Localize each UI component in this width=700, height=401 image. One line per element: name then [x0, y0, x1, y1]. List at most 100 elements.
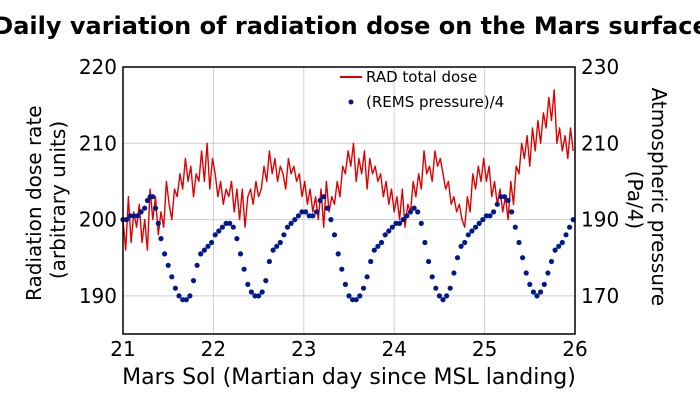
data-point-rems-pressure: [407, 209, 414, 215]
y-axis-label-line-1: Radiation dose rate: [22, 105, 46, 301]
data-point-rems-pressure: [404, 213, 410, 219]
data-point-rems-pressure: [541, 281, 547, 287]
data-point-rems-pressure: [295, 213, 301, 219]
data-point-rems-pressure: [248, 289, 254, 295]
data-point-rems-pressure: [389, 224, 395, 230]
data-point-rems-pressure: [556, 243, 562, 249]
data-point-rems-pressure: [292, 217, 298, 223]
data-point-rems-pressure: [491, 209, 497, 215]
y2-tick-label: 190: [581, 208, 619, 232]
data-point-rems-pressure: [436, 293, 442, 299]
data-point-rems-pressure: [138, 209, 144, 215]
data-point-rems-pressure: [313, 209, 320, 215]
plot-frame: [122, 66, 576, 335]
data-point-rems-pressure: [131, 213, 137, 219]
data-point-rems-pressure: [483, 213, 489, 219]
data-point-rems-pressure: [393, 220, 399, 226]
y2-tick-label: 230: [581, 55, 619, 79]
data-point-rems-pressure: [530, 289, 537, 295]
y-axis-label-line-2: (arbitrary units): [46, 121, 70, 279]
data-point-rems-pressure: [321, 194, 327, 200]
data-point-rems-pressure: [180, 297, 186, 303]
data-point-rems-pressure: [172, 285, 178, 291]
data-point-rems-pressure: [426, 258, 432, 265]
series-rad-total-dose: [122, 89, 574, 251]
data-point-rems-pressure: [375, 243, 381, 249]
data-point-rems-pressure: [360, 285, 367, 291]
data-point-rems-pressure: [176, 293, 182, 299]
x-tick-label: 23: [291, 337, 316, 361]
data-point-rems-pressure: [465, 232, 471, 238]
data-point-rems-pressure: [429, 274, 435, 280]
x-tick-label: 22: [201, 337, 226, 361]
data-point-rems-pressure: [527, 281, 533, 287]
x-axis-label: Mars Sol (Martian day since MSL landing): [122, 365, 576, 390]
data-point-rems-pressure: [303, 209, 309, 215]
data-point-rems-pressure: [155, 220, 161, 226]
data-point-rems-pressure: [382, 232, 388, 238]
data-point-rems-pressure: [563, 232, 569, 238]
data-point-rems-pressure: [378, 239, 385, 246]
data-point-rems-pressure: [548, 258, 555, 265]
y-axis-label: Radiation dose rate (arbitrary units): [22, 99, 70, 301]
legend-swatch-rems-pressure: [348, 99, 354, 105]
data-point-rems-pressure: [454, 255, 461, 261]
data-point-rems-pressure: [187, 293, 193, 299]
data-point-rems-pressure: [266, 258, 272, 265]
data-point-rems-pressure: [144, 197, 150, 204]
data-point-rems-pressure: [505, 197, 511, 204]
data-point-rems-pressure: [538, 289, 544, 295]
data-point-rems-pressure: [487, 213, 493, 219]
x-tick-label: 26: [562, 337, 587, 361]
data-point-rems-pressure: [545, 270, 551, 276]
data-point-rems-pressure: [534, 293, 540, 299]
data-point-rems-pressure: [342, 281, 348, 287]
right-axis-ticks: 170 190 210 230: [581, 55, 619, 308]
data-point-rems-pressure: [209, 239, 215, 246]
y2-tick-label: 170: [581, 284, 619, 308]
data-point-rems-pressure: [324, 205, 330, 211]
legend: RAD total dose (REMS pressure)/4: [340, 68, 504, 111]
data-point-rems-pressure: [277, 239, 283, 246]
data-point-rems-pressure: [241, 266, 247, 272]
data-point-rems-pressure: [234, 236, 240, 242]
data-point-rems-pressure: [194, 262, 200, 268]
data-point-rems-pressure: [299, 209, 305, 215]
data-point-rems-pressure: [552, 247, 558, 253]
data-point-rems-pressure: [415, 209, 421, 215]
data-point-rems-pressure: [411, 205, 417, 211]
data-point-rems-pressure: [263, 278, 269, 284]
data-point-rems-pressure: [227, 220, 233, 226]
data-point-rems-pressure: [512, 224, 518, 230]
data-point-rems-pressure: [212, 232, 218, 238]
data-point-rems-pressure: [183, 297, 189, 303]
data-point-rems-pressure: [451, 270, 457, 276]
data-point-rems-pressure: [559, 239, 565, 246]
data-point-rems-pressure: [162, 251, 168, 257]
y-tick-label: 220: [79, 55, 117, 79]
data-point-rems-pressure: [150, 194, 156, 200]
data-point-rems-pressure: [317, 197, 323, 204]
data-point-rems-pressure: [165, 262, 171, 268]
data-point-rems-pressure: [418, 220, 424, 226]
data-point-rems-pressure: [397, 220, 403, 226]
data-point-rems-pressure: [335, 251, 341, 257]
data-point-rems-pressure: [331, 232, 338, 238]
data-point-rems-pressure: [124, 217, 130, 223]
data-point-rems-pressure: [152, 205, 159, 211]
data-point-rems-pressure: [158, 236, 164, 242]
data-point-rems-pressure: [274, 243, 280, 249]
y2-axis-label-line-2: (Pa/4): [623, 171, 647, 230]
data-point-rems-pressure: [462, 239, 468, 246]
data-point-rems-pressure: [350, 297, 356, 303]
data-point-rems-pressure: [310, 213, 316, 219]
data-point-rems-pressure: [346, 293, 352, 299]
data-point-rems-pressure: [476, 220, 482, 226]
data-point-rems-pressure: [284, 224, 291, 230]
data-point-rems-pressure: [386, 228, 392, 234]
data-point-rems-pressure: [444, 293, 450, 299]
x-tick-label: 25: [472, 337, 497, 361]
data-point-rems-pressure: [198, 251, 204, 257]
data-point-rems-pressure: [190, 278, 197, 284]
data-point-rems-pressure: [328, 217, 334, 223]
